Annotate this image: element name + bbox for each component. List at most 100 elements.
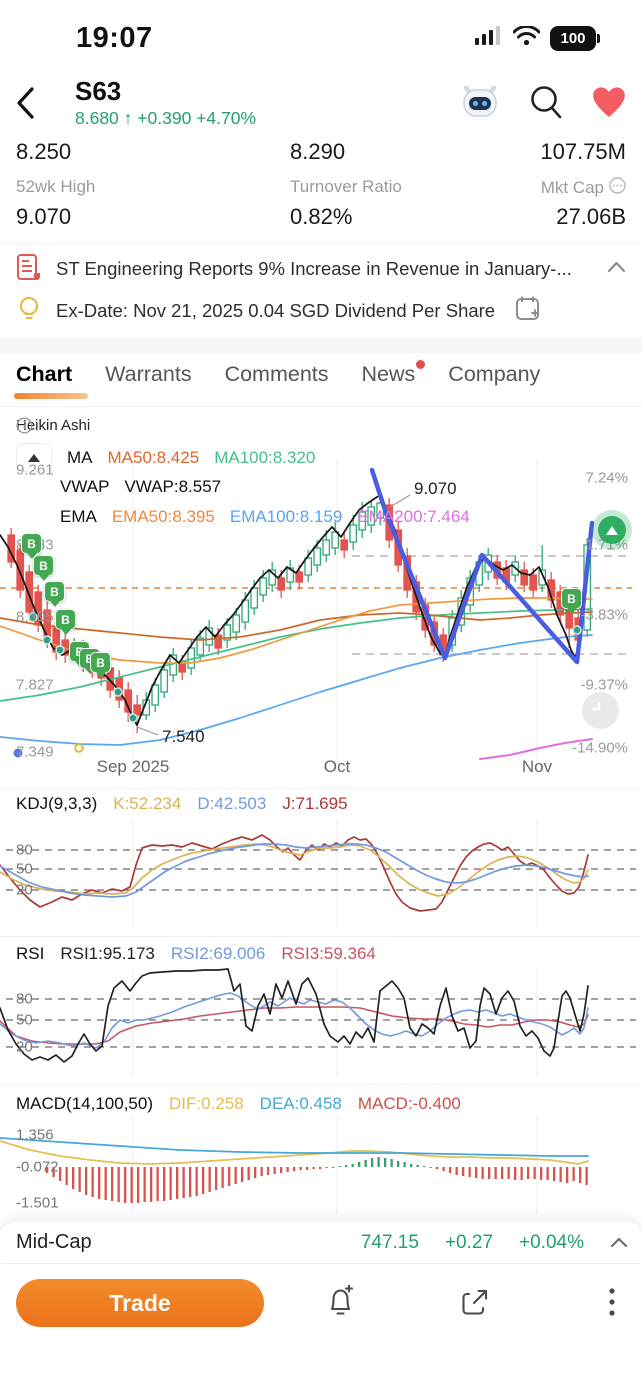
trade-marker-badge[interactable]: B xyxy=(21,533,42,559)
trade-marker-badge[interactable]: B xyxy=(44,581,65,607)
last-price: 8.680 xyxy=(75,108,119,128)
stat-turnover-value: 0.82% xyxy=(290,204,353,229)
up-arrow-icon: ↑ xyxy=(123,108,133,128)
vwap-legend-row: VWAP VWAP:8.557 xyxy=(60,477,221,497)
status-icons: 100 xyxy=(475,25,600,51)
low-price-annotation: 7.540 xyxy=(162,727,205,746)
ema-legend-row: EMA EMA50:8.395 EMA100:8.159 EMA200:7.46… xyxy=(60,507,470,527)
ma100-legend: MA100:8.320 xyxy=(214,447,316,467)
collapse-chevron-icon[interactable] xyxy=(607,260,626,278)
kdj-d-value: D:42.503 xyxy=(197,794,267,813)
index-value: 747.15 xyxy=(360,1231,419,1253)
kdj-k-value: K:52.234 xyxy=(113,794,182,813)
macd-canvas xyxy=(0,1116,589,1214)
trade-button[interactable]: Trade xyxy=(16,1279,264,1327)
price-chart-panel[interactable]: Heikin Ashi MA MA50:8.425 MA100:8.320 VW… xyxy=(0,415,642,785)
ema100-legend: EMA100:8.159 xyxy=(229,507,343,526)
share-button[interactable] xyxy=(455,1282,495,1322)
ai-assistant-icon[interactable] xyxy=(458,82,502,127)
rsi1-value: RSI1:95.173 xyxy=(60,944,155,963)
ma-legend-title: MA xyxy=(67,447,93,467)
x-axis-label: Nov xyxy=(521,757,553,776)
back-chevron-icon xyxy=(14,87,38,124)
rsi-canvas xyxy=(0,968,636,1076)
news-headline[interactable]: ST Engineering Reports 9% Increase in Re… xyxy=(56,258,572,279)
index-change-pct: +0.04% xyxy=(519,1231,584,1253)
index-change: +0.27 xyxy=(444,1231,494,1253)
kdj-grid-label: 50 xyxy=(16,860,33,878)
index-name: Mid-Cap xyxy=(16,1231,92,1253)
price-change-pct: +4.70% xyxy=(196,108,257,128)
stat-52wk-value: 9.070 xyxy=(16,204,72,229)
rsi-title-row: RSI RSI1:95.173 RSI2:69.006 RSI3:59.364 xyxy=(16,944,376,964)
mktcap-info-icon[interactable] xyxy=(609,177,626,199)
calendar-add-icon[interactable] xyxy=(515,295,541,327)
ma-legend-row: MA MA50:8.425 MA100:8.320 xyxy=(16,443,315,472)
tab-warrants[interactable]: Warrants xyxy=(105,362,192,386)
favorite-heart-icon[interactable] xyxy=(590,84,628,125)
macd-panel[interactable]: MACD(14,100,50) DIF:0.258 DEA:0.458 MACD… xyxy=(0,1086,642,1222)
trade-marker-badge[interactable]: B xyxy=(90,652,111,678)
chart-type-label: Heikin Ashi xyxy=(16,417,91,434)
kdj-title-row: KDJ(9,3,3) K:52.234 D:42.503 J:71.695 xyxy=(16,794,348,814)
kdj-grid-label: 20 xyxy=(16,881,33,899)
tab-news[interactable]: News xyxy=(361,360,426,399)
tab-news-label: News xyxy=(361,362,416,386)
vwap-legend-value: VWAP:8.557 xyxy=(124,477,222,496)
macd-axis-label: -0.072 xyxy=(16,1158,59,1176)
dividend-text: Ex-Date: Nov 21, 2025 0.04 SGD Dividend … xyxy=(56,300,496,321)
news-headline-row[interactable]: ST Engineering Reports 9% Increase in Re… xyxy=(16,252,626,286)
expand-sheet-chevron-icon[interactable] xyxy=(610,1232,628,1254)
bell-plus-icon xyxy=(330,1285,354,1315)
price-summary: 8.680 ↑ +0.390 +4.70% xyxy=(75,108,256,129)
fullscreen-toggle-button[interactable] xyxy=(582,692,619,729)
back-button[interactable] xyxy=(14,86,38,125)
index-summary-bar[interactable]: Mid-Cap 747.15 +0.27 +0.04% xyxy=(0,1222,642,1263)
share-icon xyxy=(462,1289,488,1315)
symbol-title: S63 xyxy=(75,76,122,106)
x-axis-label: Oct xyxy=(323,757,351,776)
y-axis-pct-label: -14.90% xyxy=(572,739,628,757)
signal-icon xyxy=(475,26,503,51)
tab-comments[interactable]: Comments xyxy=(224,362,329,386)
kebab-icon xyxy=(609,1288,615,1316)
status-time: 19:07 xyxy=(76,22,153,54)
collapse-indicator-button[interactable] xyxy=(16,443,52,472)
kdj-j-value: J:71.695 xyxy=(282,794,348,813)
divider xyxy=(0,406,642,407)
macd-dif-value: DIF:0.258 xyxy=(169,1094,244,1113)
scroll-to-latest-button[interactable] xyxy=(592,510,632,550)
tab-company[interactable]: Company xyxy=(448,362,541,386)
ma50-legend: MA50:8.425 xyxy=(107,447,200,467)
macd-hist-value: MACD:-0.400 xyxy=(357,1094,461,1113)
y-axis-pct-label: -3.83% xyxy=(580,606,628,624)
search-icon[interactable] xyxy=(528,83,564,126)
rsi-panel[interactable]: RSI RSI1:95.173 RSI2:69.006 RSI3:59.364 … xyxy=(0,938,642,1084)
price-chart-canvas xyxy=(0,460,632,760)
y-axis-label: 7.827 xyxy=(16,676,54,694)
stat-mktcap-value: 27.06B xyxy=(556,204,626,229)
tab-chart[interactable]: Chart xyxy=(13,362,89,399)
tab-bar: Chart Warrants Comments News Company xyxy=(13,360,541,399)
macd-axis-label: -1.501 xyxy=(16,1194,59,1212)
trade-marker-badge[interactable]: B xyxy=(55,609,76,635)
kdj-panel[interactable]: KDJ(9,3,3) K:52.234 D:42.503 J:71.695 80… xyxy=(0,790,642,936)
battery-indicator: 100 xyxy=(550,26,600,51)
stat-prevclose-value: 8.290 xyxy=(290,139,346,164)
high-price-annotation: 9.070 xyxy=(414,479,457,498)
dividend-row[interactable]: Ex-Date: Nov 21, 2025 0.04 SGD Dividend … xyxy=(16,294,626,328)
y-axis-label: 8.305 xyxy=(16,608,54,626)
vwap-legend-title: VWAP xyxy=(60,477,110,496)
trade-marker-badge[interactable]: B xyxy=(561,588,582,614)
more-menu-button[interactable] xyxy=(592,1282,632,1322)
y-axis-pct-label: 7.24% xyxy=(585,469,628,487)
ema50-legend: EMA50:8.395 xyxy=(111,507,215,526)
chart-type-row[interactable]: Heikin Ashi xyxy=(16,417,97,434)
rsi-grid-label: 80 xyxy=(16,990,33,1008)
trade-marker-badge[interactable]: B xyxy=(33,555,54,581)
rsi3-value: RSI3:59.364 xyxy=(281,944,376,963)
stat-volume-value: 107.75M xyxy=(540,139,626,164)
price-alert-button[interactable] xyxy=(320,1282,360,1322)
ema-legend-title: EMA xyxy=(60,507,97,526)
green-circle xyxy=(598,516,626,544)
